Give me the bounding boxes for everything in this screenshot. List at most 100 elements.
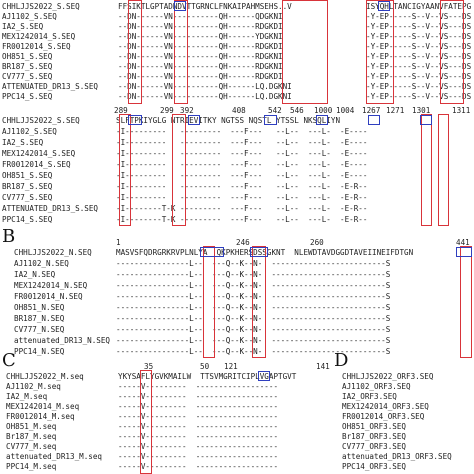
position-label: 542 [268,106,282,115]
panel-letter: B [2,226,16,247]
seq-row: -Y-EP-----S--V--VS---DS [366,92,472,101]
position-label: 1301 [412,106,431,115]
seq-name: OH851_N.SEQ [14,303,65,312]
seq-row: ----------------L-- ---Q--K--N- --------… [116,270,391,279]
position-label: 1271 [386,106,405,115]
position-label: 50 [200,362,210,371]
variant-box [438,114,449,226]
position-label: 35 [144,362,154,371]
glyco-site-box [188,115,200,125]
seq-row: -Y-EP-----S--V--VS---DS [366,12,472,21]
seq-row: -I--------- --------- ---F--- --L-- ---L… [116,149,368,158]
variant-box [282,0,328,104]
seq-row: ----------------L-- ---Q--K--N- --------… [116,336,391,345]
seq-row: YKYSAFLYGVKMAILW TTSVMGRITCIPLVGAPTGVT [118,372,297,381]
seq-name: OH851_M.seq [6,422,57,431]
seq-row: -Y-EP-----S--V--VS---DS [366,22,472,31]
seq-row: -Y-EP-----S--V--VS---DS [366,32,472,41]
seq-name: IA2_M.seq [6,392,48,401]
glyco-site-box [420,115,432,125]
seq-row: -----V--------- ------------------ [118,422,279,431]
glyco-site-box [368,115,380,125]
variant-box [252,246,266,358]
seq-row: ----------------L-- ---Q--K--N- --------… [116,303,391,312]
variant-box [119,114,131,226]
seq-row: -----V--------- ------------------ [118,452,279,461]
seq-row: ----------------L-- ---Q--K--N- --------… [116,347,391,356]
seq-row: ----------------L-- ---Q--K--N- --------… [116,325,391,334]
glyco-site-box [128,115,142,125]
seq-name: BR187_S.SEQ [2,62,53,71]
seq-row: -Y-EP-----S--V--VS---DS [366,42,472,51]
variant-box [172,114,186,226]
seq-name: CHHLJJS2022_N.SEQ [14,248,92,257]
seq-name: CV777_S.SEQ [2,193,53,202]
seq-name: Br187_ORF3.SEQ [342,432,407,441]
seq-name: CHHLJJS2022_ORF3.SEQ [342,372,434,381]
seq-name: AJ1102_ORF3.SEQ [342,382,411,391]
seq-name: IA2_S.SEQ [2,138,44,147]
seq-row: -----V--------- ------------------ [118,432,279,441]
position-label: 289 [114,106,128,115]
variant-box [460,246,472,358]
position-label: 546 [290,106,304,115]
seq-row: ----------------L-- ---Q--K--N- --------… [116,259,391,268]
seq-name: MEX1242014_ORF3.SEQ [342,402,429,411]
seq-name: MEX1242014_M.seq [6,402,80,411]
seq-name: OH851_S.SEQ [2,171,53,180]
seq-name: FR0012014_ORF3.SEQ [342,412,425,421]
seq-name: AJ1102_S.SEQ [2,12,57,21]
seq-row: -----V--------- ------------------ [118,402,279,411]
seq-name: AJ1102_M.seq [6,382,61,391]
seq-name: CHHLJJS2022_M.seq [6,372,84,381]
seq-row: --DN------VN----------QH------YDGKNI [118,32,283,41]
seq-name: MEX1242014_S.SEQ [2,32,76,41]
position-label: 260 [310,238,324,247]
position-label: 1 [116,238,121,247]
seq-name: AJ1102_S.SEQ [2,127,57,136]
seq-name: BR187_S.SEQ [2,182,53,191]
glyco-site-box [378,1,390,11]
position-label: 441 [456,238,470,247]
seq-row: -I--------- --------- ---F--- --L-- ---L… [116,127,368,136]
panel-letter: C [2,350,16,371]
position-label: 246 [236,238,250,247]
panel-letter: D [334,350,349,371]
glyco-site-box [456,247,472,257]
glyco-site-box [258,371,270,381]
position-label: 141 [316,362,330,371]
seq-name: PPC14_S.SEQ [2,92,53,101]
seq-name: FR0012014_M.seq [6,412,75,421]
seq-name: CV777_S.SEQ [2,72,53,81]
variant-box [440,0,464,104]
variant-box [421,114,432,226]
seq-row: -Y-EP-----S--V--VS---DS [366,52,472,61]
position-label: 299 [160,106,174,115]
seq-row: --DN------VN----------QH------RDGKDI [118,42,283,51]
position-label: 392 [180,106,194,115]
seq-name: PPC14_S.SEQ [2,215,53,224]
glyco-site-box [174,1,186,11]
glyco-site-box [316,115,328,125]
seq-row: -I--------- --------- ---F--- --L-- ---L… [116,171,368,180]
seq-name: MEX1242014_S.SEQ [2,149,76,158]
seq-row: -----V--------- ------------------ [118,392,279,401]
seq-row: -I--------- --------- ---F--- --L-- ---L… [116,182,368,191]
seq-name: BR187_N.SEQ [14,314,65,323]
seq-name: CHHLJJS2022_S.SEQ [2,2,80,11]
seq-row: ----------------L-- ---Q--K--N- --------… [116,292,391,301]
variant-box [366,0,394,104]
position-label: 1311 [452,106,471,115]
seq-name: IA2_S.SEQ [2,22,44,31]
glyco-site-box [200,247,224,257]
glyco-site-box [250,247,268,257]
seq-row: -----V--------- ------------------ [118,442,279,451]
seq-name: CV777_N.SEQ [14,325,65,334]
seq-name: FR0012014_S.SEQ [2,42,71,51]
seq-row: --DN------VN----------QH------LQ.DGKNI [118,82,292,91]
seq-name: IA2_N.SEQ [14,270,56,279]
seq-row: -I--------- --------- ---F--- --L-- ---L… [116,138,368,147]
seq-row: -Y-EP-----S--V--VS---DS [366,82,472,91]
seq-row: --DN------VN----------QH------QDGKNI [118,12,283,21]
seq-name: CV777_M.seq [6,442,57,451]
